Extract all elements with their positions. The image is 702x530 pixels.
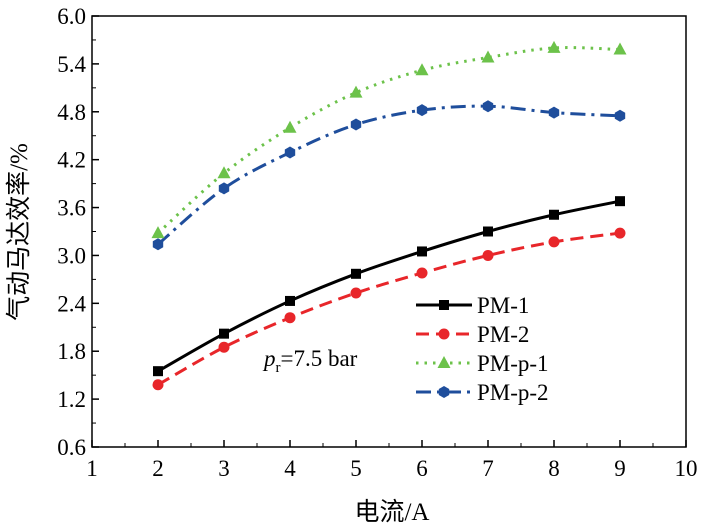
data-point-pm-2 bbox=[350, 287, 362, 299]
series-line-pm-p-1 bbox=[156, 46, 621, 235]
annotation-symbol: p bbox=[262, 346, 276, 371]
y-tick-label: 0.6 bbox=[57, 435, 86, 460]
y-tick-label: 4.2 bbox=[57, 148, 86, 173]
data-point-pm-1 bbox=[615, 196, 625, 207]
y-tick-label: 3.6 bbox=[57, 196, 86, 221]
series-line-pm-p-2 bbox=[157, 104, 621, 246]
legend-marker-pm-1 bbox=[439, 300, 449, 310]
legend-label-pm-1: PM-1 bbox=[477, 293, 529, 318]
data-point-pm-p-2 bbox=[218, 182, 230, 195]
data-point-pm-1 bbox=[549, 209, 559, 220]
data-point-pm-2 bbox=[152, 379, 164, 391]
annotation-subscript: r bbox=[276, 360, 281, 376]
x-tick-label: 2 bbox=[152, 456, 164, 481]
plot-frame bbox=[91, 15, 687, 448]
data-point-pm-1 bbox=[153, 366, 163, 377]
data-point-pm-p-1 bbox=[283, 120, 297, 133]
data-point-pm-p-2 bbox=[548, 106, 560, 119]
series-line-pm-1 bbox=[157, 199, 621, 373]
data-point-pm-2 bbox=[284, 312, 296, 324]
data-point-pm-1 bbox=[219, 328, 229, 339]
data-point-pm-p-2 bbox=[350, 118, 362, 131]
data-point-pm-p-1 bbox=[613, 42, 627, 55]
legend: PM-1 PM-2 PM-p-1 PM-p-2 bbox=[416, 293, 549, 405]
data-point-pm-p-1 bbox=[481, 50, 495, 63]
y-tick-label: 1.2 bbox=[57, 387, 86, 412]
legend-label-pm-2: PM-2 bbox=[477, 322, 529, 347]
y-tick-label: 6.0 bbox=[57, 4, 86, 29]
y-tick-label: 3.0 bbox=[57, 243, 86, 268]
data-point-pm-p-1 bbox=[349, 85, 363, 98]
data-point-pm-2 bbox=[218, 341, 230, 353]
series-lines bbox=[156, 46, 621, 387]
data-point-pm-p-1 bbox=[547, 40, 561, 53]
data-point-pm-p-1 bbox=[415, 63, 429, 76]
data-point-pm-p-1 bbox=[151, 226, 165, 239]
axis-tick-labels: 1 2 3 4 5 6 7 8 9 10 0.6 1.2 1.8 2.4 3.0 3.6 4.2 4.8 5.4 6.… bbox=[57, 4, 697, 481]
x-tick-label: 8 bbox=[548, 456, 560, 481]
data-point-pm-p-1 bbox=[217, 166, 231, 179]
series-markers bbox=[151, 40, 627, 391]
x-tick-label: 10 bbox=[675, 456, 698, 481]
data-point-pm-p-2 bbox=[482, 100, 494, 113]
x-tick-label: 1 bbox=[86, 456, 98, 481]
data-point-pm-1 bbox=[483, 226, 493, 237]
data-point-pm-2 bbox=[614, 227, 626, 239]
y-tick-label: 4.8 bbox=[57, 100, 86, 125]
legend-marker-pm-p-2 bbox=[438, 386, 450, 398]
x-axis-title: 电流/A bbox=[354, 498, 429, 526]
y-tick-label: 2.4 bbox=[57, 291, 86, 316]
data-point-pm-1 bbox=[417, 246, 427, 257]
y-tick-label: 1.8 bbox=[57, 339, 86, 364]
data-point-pm-p-2 bbox=[614, 109, 626, 122]
x-tick-label: 3 bbox=[218, 456, 230, 481]
axis-ticks bbox=[91, 15, 687, 448]
data-point-pm-1 bbox=[351, 268, 361, 279]
data-point-pm-p-2 bbox=[284, 146, 296, 159]
y-tick-label: 5.4 bbox=[57, 52, 86, 77]
x-tick-label: 5 bbox=[350, 456, 362, 481]
data-point-pm-2 bbox=[548, 236, 560, 248]
pressure-annotation: pr=7.5 bar bbox=[262, 346, 358, 376]
data-point-pm-2 bbox=[416, 267, 428, 279]
x-tick-label: 6 bbox=[416, 456, 428, 481]
legend-label-pm-p-2: PM-p-2 bbox=[477, 380, 549, 405]
legend-marker-pm-p-1 bbox=[437, 356, 451, 368]
data-point-pm-p-2 bbox=[416, 104, 428, 117]
legend-marker-pm-2 bbox=[438, 328, 450, 340]
legend-label-pm-p-1: PM-p-1 bbox=[477, 351, 549, 376]
annotation-value: =7.5 bar bbox=[281, 346, 358, 371]
x-tick-label: 7 bbox=[482, 456, 494, 481]
x-tick-label: 4 bbox=[284, 456, 296, 481]
data-point-pm-1 bbox=[285, 295, 295, 306]
x-tick-label: 9 bbox=[614, 456, 626, 481]
y-axis-title: 气动马达效率/% bbox=[5, 143, 33, 321]
data-point-pm-2 bbox=[482, 249, 494, 261]
series-line-pm-2 bbox=[157, 231, 621, 387]
data-point-pm-p-2 bbox=[152, 238, 164, 251]
